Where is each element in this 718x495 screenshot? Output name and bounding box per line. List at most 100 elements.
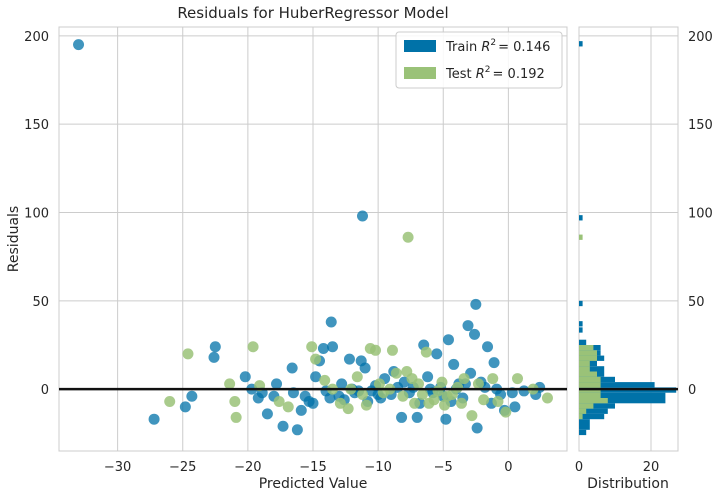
x-tick-label: −10 <box>364 460 391 475</box>
data-point-test <box>306 341 318 353</box>
data-point-train <box>471 422 483 434</box>
legend-test-sup: 2 <box>485 65 491 75</box>
data-point-test <box>402 231 414 243</box>
scatter-panel: −30 −25 −20 −15 −10 −5 0 0 50 100 150 200 Predicte… <box>6 26 568 492</box>
distribution-bar-train <box>579 382 655 388</box>
distribution-x-tick-labels: 0 20 <box>575 460 659 475</box>
data-point-test <box>230 411 242 423</box>
distribution-bar-train <box>579 215 583 221</box>
data-point-train <box>327 341 339 353</box>
legend-test-r: R <box>476 67 485 82</box>
x-tick-label: −30 <box>104 460 131 475</box>
distribution-y-tick-label: 150 <box>688 118 713 133</box>
data-point-test <box>273 396 285 408</box>
x-tick-label: −20 <box>234 460 261 475</box>
data-point-test <box>492 396 504 408</box>
distribution-bar-test <box>579 360 590 367</box>
distribution-y-tick-label: 50 <box>688 295 705 310</box>
y-axis-label: Residuals <box>6 206 22 272</box>
y-tick-label: 200 <box>24 30 49 45</box>
data-point-train <box>208 351 220 363</box>
data-point-test <box>472 378 484 390</box>
data-point-test <box>409 397 421 409</box>
data-point-train <box>488 357 500 369</box>
data-point-test <box>224 378 236 390</box>
distribution-bar-train <box>579 300 583 307</box>
legend-test-value: = 0.192 <box>493 67 545 82</box>
data-point-train <box>261 408 273 420</box>
data-point-train <box>277 420 289 432</box>
data-point-test <box>247 341 259 353</box>
data-point-test <box>397 390 409 402</box>
data-point-test <box>416 388 428 400</box>
x-axis-label: Predicted Value <box>259 476 368 492</box>
data-point-train <box>448 358 460 370</box>
data-point-test <box>512 373 524 385</box>
distribution-bar-train <box>579 392 666 398</box>
distribution-bar-test <box>579 345 594 351</box>
x-tick-label: −5 <box>434 460 453 475</box>
legend-swatch-test <box>404 67 436 79</box>
data-point-test <box>439 399 451 411</box>
distribution-bar-train <box>579 429 587 436</box>
y-tick-label: 100 <box>24 207 49 222</box>
distribution-bar-train <box>579 398 666 404</box>
data-point-train <box>291 424 303 436</box>
data-point-test <box>428 394 440 406</box>
data-point-train <box>325 316 337 328</box>
data-point-test <box>466 410 478 422</box>
data-point-train <box>271 378 283 390</box>
y-tick-labels: 0 50 100 150 200 <box>24 30 49 398</box>
distribution-bar-train <box>579 327 583 333</box>
distribution-test-bars <box>579 234 608 420</box>
data-point-train <box>470 298 482 310</box>
data-point-test <box>390 367 402 379</box>
distribution-bar-train <box>579 419 590 425</box>
x-tick-label: −25 <box>169 460 196 475</box>
distribution-bar-test <box>579 413 583 420</box>
data-point-train <box>462 320 474 332</box>
distribution-x-tick-label: 0 <box>575 460 583 475</box>
data-point-train <box>356 210 368 222</box>
data-point-train <box>442 334 454 346</box>
data-point-train <box>73 39 85 51</box>
data-point-test <box>413 378 425 390</box>
data-point-train <box>179 401 191 413</box>
data-point-test <box>342 403 354 415</box>
legend-box <box>395 31 563 89</box>
legend-swatch-train <box>404 40 436 52</box>
data-point-train <box>343 353 355 365</box>
data-point-train <box>186 390 198 402</box>
distribution-y-tick-label: 200 <box>688 30 713 45</box>
data-point-test <box>282 401 294 413</box>
x-tick-label: −15 <box>299 460 326 475</box>
distribution-y-tick-labels: 0 50 100 150 200 <box>688 30 713 398</box>
distribution-y-tick-label: 0 <box>688 383 696 398</box>
y-tick-label: 50 <box>32 295 49 310</box>
data-point-train <box>440 413 452 425</box>
data-point-test <box>373 378 385 390</box>
data-point-train <box>482 341 494 353</box>
legend-train-r: R <box>481 40 490 55</box>
x-tick-label: 0 <box>504 460 512 475</box>
data-point-test <box>360 399 372 411</box>
distribution-bar-test <box>579 234 583 240</box>
data-point-test <box>229 396 241 408</box>
x-tick-labels: −30 −25 −20 −15 −10 −5 0 <box>104 460 513 475</box>
distribution-bar-train <box>579 366 605 372</box>
y-tick-label: 0 <box>41 383 49 398</box>
data-point-test <box>319 374 331 386</box>
data-point-train <box>310 371 322 383</box>
data-point-train <box>422 371 434 383</box>
data-point-train <box>509 401 521 413</box>
data-point-train <box>396 411 408 423</box>
data-point-test <box>164 396 176 408</box>
data-point-train <box>431 348 443 360</box>
data-point-test <box>452 381 464 393</box>
distribution-bar-test <box>579 403 594 409</box>
legend-train-sup: 2 <box>490 38 496 48</box>
legend-train-value: = 0.146 <box>498 40 550 55</box>
data-point-train <box>209 341 221 353</box>
legend-train-name: Train <box>445 40 477 55</box>
distribution-bar-train <box>579 413 605 420</box>
